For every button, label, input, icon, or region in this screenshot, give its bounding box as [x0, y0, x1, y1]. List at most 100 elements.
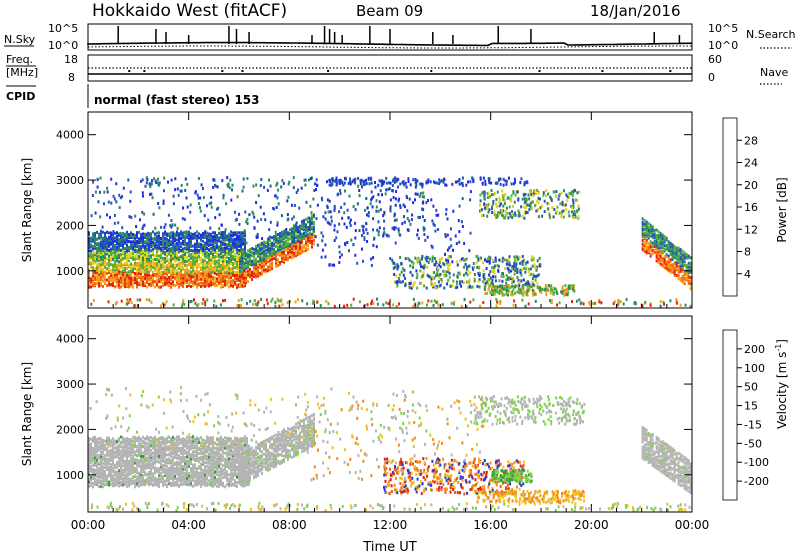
- echo-cell: [222, 262, 224, 266]
- echo-cell: [324, 217, 327, 221]
- echo-cell: [416, 258, 419, 262]
- echo-cell: [158, 277, 160, 281]
- echo-cell: [106, 252, 108, 256]
- echo-cell: [311, 227, 313, 231]
- echo-cell: [238, 231, 240, 235]
- echo-cell: [261, 241, 263, 245]
- echo-cell: [122, 240, 124, 244]
- echo-cell: [513, 211, 516, 215]
- echo-cell: [218, 258, 220, 262]
- echo-cell: [192, 275, 194, 279]
- echo-cell: [366, 240, 369, 243]
- echo-cell: [279, 237, 281, 241]
- echo-cell: [98, 256, 100, 260]
- echo-cell: [301, 221, 303, 225]
- echo-cell: [641, 246, 644, 250]
- echo-cell: [537, 191, 540, 195]
- echo-cell: [267, 247, 269, 251]
- echo-cell: [235, 218, 238, 221]
- echo-cell: [257, 263, 259, 267]
- echo-cell: [88, 437, 90, 440]
- echo-cell: [222, 299, 224, 303]
- echo-cell: [257, 269, 259, 273]
- echo-cell: [527, 302, 530, 306]
- echo-cell: [182, 247, 184, 251]
- echo-cell: [94, 261, 96, 265]
- echo-cell: [392, 266, 395, 270]
- echo-cell: [202, 258, 204, 262]
- echo-cell: [156, 247, 158, 251]
- echo-cell: [520, 287, 523, 291]
- echo-cell: [214, 237, 216, 241]
- echo-cell: [132, 236, 134, 240]
- echo-cell: [104, 242, 106, 246]
- echo-cell: [118, 280, 120, 284]
- echo-cell: [352, 205, 355, 208]
- echo-cell: [472, 266, 475, 270]
- echo-cell: [96, 458, 98, 462]
- echo-cell: [99, 215, 102, 219]
- echo-cell: [100, 439, 102, 443]
- echo-cell: [212, 245, 214, 249]
- echo-cell: [498, 204, 501, 208]
- echo-cell: [138, 281, 140, 285]
- echo-cell: [100, 482, 102, 486]
- echo-cell: [287, 251, 289, 255]
- echo-cell: [377, 209, 380, 213]
- echo-cell: [102, 439, 104, 443]
- echo-cell: [197, 177, 200, 180]
- echo-cell: [547, 288, 550, 292]
- echo-cell: [88, 460, 90, 464]
- echo-cell: [303, 220, 305, 224]
- echo-cell: [180, 264, 182, 268]
- echo-cell: [357, 176, 360, 180]
- echo-cell: [144, 245, 146, 248]
- echo-cell: [508, 270, 511, 274]
- echo-cell: [172, 231, 174, 235]
- echo-cell: [655, 241, 658, 245]
- echo-cell: [224, 242, 226, 246]
- echo-cell: [247, 271, 249, 274]
- echo-cell: [228, 267, 230, 271]
- echo-cell: [345, 225, 348, 229]
- echo-cell: [98, 272, 100, 276]
- echo-cell: [570, 210, 573, 214]
- echo-cell: [88, 246, 90, 249]
- echo-cell: [307, 233, 309, 237]
- echo-cell: [328, 199, 331, 203]
- echo-cell: [208, 241, 210, 245]
- echo-cell: [200, 256, 202, 260]
- echo-cell: [303, 228, 305, 231]
- echo-cell: [88, 439, 90, 443]
- echo-cell: [679, 248, 682, 252]
- echo-cell: [92, 266, 94, 270]
- echo-cell: [299, 224, 301, 228]
- echo-cell: [502, 193, 505, 197]
- echo-cell: [335, 178, 338, 182]
- echo-cell: [266, 188, 269, 192]
- echo-cell: [305, 243, 307, 247]
- echo-cell: [106, 267, 108, 270]
- echo-cell: [94, 245, 96, 249]
- echo-cell: [442, 261, 445, 265]
- echo-cell: [198, 264, 200, 268]
- echo-cell: [552, 215, 555, 219]
- echo-cell: [228, 276, 230, 280]
- echo-cell: [156, 266, 158, 270]
- echo-cell: [200, 250, 202, 254]
- echo-cell: [270, 299, 273, 303]
- echo-cell: [126, 233, 128, 237]
- echo-cell: [273, 238, 275, 242]
- echo-cell: [110, 231, 112, 235]
- echo-cell: [122, 247, 124, 251]
- echo-cell: [512, 204, 514, 208]
- echo-cell: [255, 266, 257, 270]
- echo-cell: [92, 459, 94, 463]
- echo-cell: [427, 261, 430, 264]
- echo-cell: [687, 270, 690, 274]
- echo-cell: [487, 203, 490, 206]
- echo-cell: [260, 298, 263, 301]
- echo-cell: [561, 203, 564, 207]
- echo-cell: [214, 216, 217, 220]
- echo-cell: [377, 230, 380, 234]
